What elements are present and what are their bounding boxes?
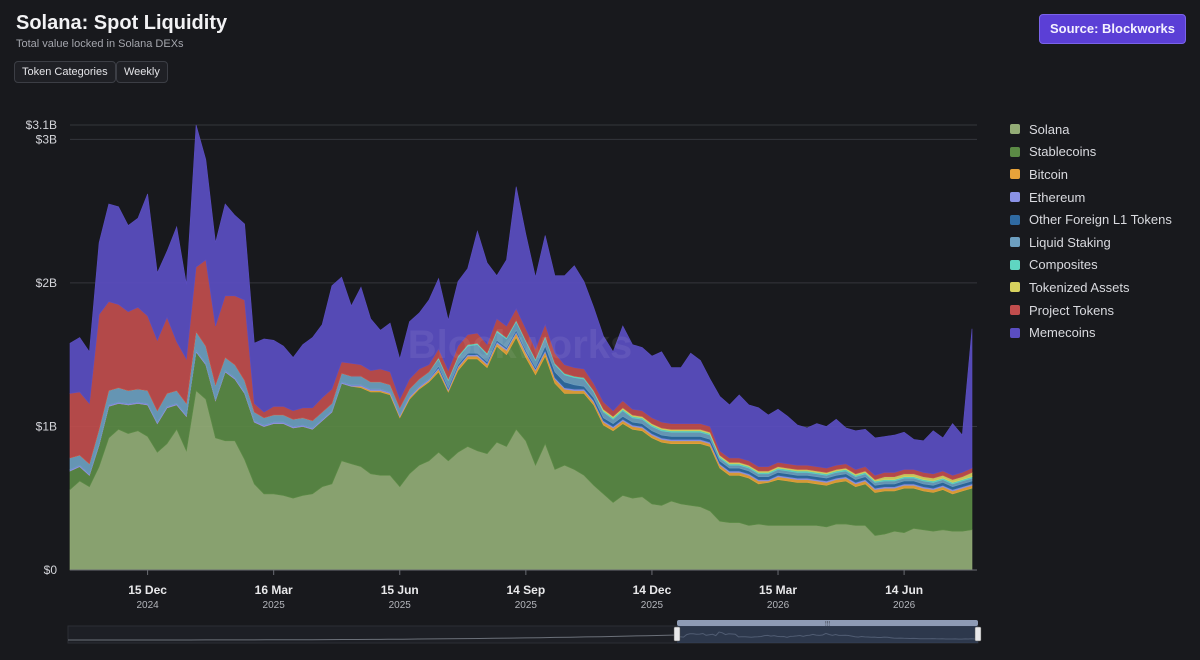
x-tick-label: 15 Dec — [128, 583, 167, 597]
navigator-grip-icon: ⁞⁞⁞ — [825, 622, 830, 628]
legend-label: Tokenized Assets — [1029, 279, 1130, 295]
y-tick-label: $1B — [36, 419, 57, 433]
y-tick-label: $3B — [36, 132, 57, 146]
area-chart: Blockworks $0 $1B $2B $3B$3.1B 15 Dec 2024 16… — [26, 118, 977, 611]
navigator-selection[interactable] — [677, 626, 978, 643]
legend-item-ethereum[interactable]: Ethereum — [1010, 186, 1172, 209]
legend-item-stablecoins[interactable]: Stablecoins — [1010, 141, 1172, 164]
legend-item-project-tokens[interactable]: Project Tokens — [1010, 299, 1172, 322]
x-tick-label: 14 Sep — [506, 583, 545, 597]
legend-swatch — [1010, 305, 1020, 316]
x-tick-year: 2025 — [641, 600, 664, 611]
x-tick-year: 2025 — [515, 600, 538, 611]
x-tick-year: 2026 — [893, 600, 916, 611]
chart-legend: Solana Stablecoins Bitcoin Ethereum Other Fo… — [1010, 118, 1172, 344]
watermark: Blockworks — [408, 323, 633, 367]
navigator-left-handle[interactable] — [673, 626, 681, 642]
legend-label: Liquid Staking — [1029, 234, 1111, 250]
legend-label: Solana — [1029, 121, 1070, 137]
legend-swatch — [1010, 124, 1020, 135]
x-tick-label: 15 Jun — [381, 583, 419, 597]
legend-swatch — [1010, 327, 1020, 338]
legend-swatch — [1010, 169, 1020, 180]
x-tick-year: 2025 — [263, 600, 286, 611]
y-tick-label: $2B — [36, 276, 57, 290]
y-tick-label: $0 — [44, 563, 58, 577]
x-tick-label: 14 Jun — [885, 583, 923, 597]
legend-item-other-foreign-l1-tokens[interactable]: Other Foreign L1 Tokens — [1010, 208, 1172, 231]
x-tick-label: 14 Dec — [633, 583, 672, 597]
x-tick-label: 16 Mar — [255, 583, 293, 597]
legend-item-bitcoin[interactable]: Bitcoin — [1010, 163, 1172, 186]
chart-subtitle: Total value locked in Solana DEXs — [16, 38, 184, 50]
legend-swatch — [1010, 214, 1020, 225]
legend-swatch — [1010, 282, 1020, 293]
x-tick-year: 2026 — [767, 600, 790, 611]
legend-label: Stablecoins — [1029, 144, 1097, 160]
x-tick-year: 2024 — [136, 600, 159, 611]
legend-label: Project Tokens — [1029, 302, 1115, 318]
chart-title: Solana: Spot Liquidity — [16, 12, 228, 34]
source-badge[interactable]: Source: Blockworks — [1039, 14, 1186, 44]
legend-item-tokenized-assets[interactable]: Tokenized Assets — [1010, 276, 1172, 299]
legend-swatch — [1010, 146, 1020, 157]
weekly-button[interactable]: Weekly — [116, 61, 168, 83]
x-tick-year: 2025 — [389, 600, 412, 611]
legend-item-composites[interactable]: Composites — [1010, 254, 1172, 277]
legend-swatch — [1010, 192, 1020, 203]
legend-label: Bitcoin — [1029, 166, 1069, 182]
legend-label: Memecoins — [1029, 325, 1096, 341]
y-tick-label: $3.1B — [26, 118, 57, 132]
legend-swatch — [1010, 237, 1020, 248]
token-categories-button[interactable]: Token Categories — [14, 61, 116, 83]
legend-label: Ethereum — [1029, 189, 1086, 205]
navigator-right-handle[interactable] — [974, 626, 982, 642]
navigator-scrollbar-thumb[interactable] — [677, 620, 978, 626]
x-tick-label: 15 Mar — [759, 583, 797, 597]
area-memecoins[interactable] — [69, 124, 973, 476]
legend-label: Other Foreign L1 Tokens — [1029, 212, 1172, 228]
legend-swatch — [1010, 259, 1020, 270]
legend-item-solana[interactable]: Solana — [1010, 118, 1172, 141]
legend-label: Composites — [1029, 257, 1098, 273]
legend-item-liquid-staking[interactable]: Liquid Staking — [1010, 231, 1172, 254]
range-navigator[interactable]: ⁞⁞⁞ — [0, 620, 1000, 650]
legend-item-memecoins[interactable]: Memecoins — [1010, 321, 1172, 344]
